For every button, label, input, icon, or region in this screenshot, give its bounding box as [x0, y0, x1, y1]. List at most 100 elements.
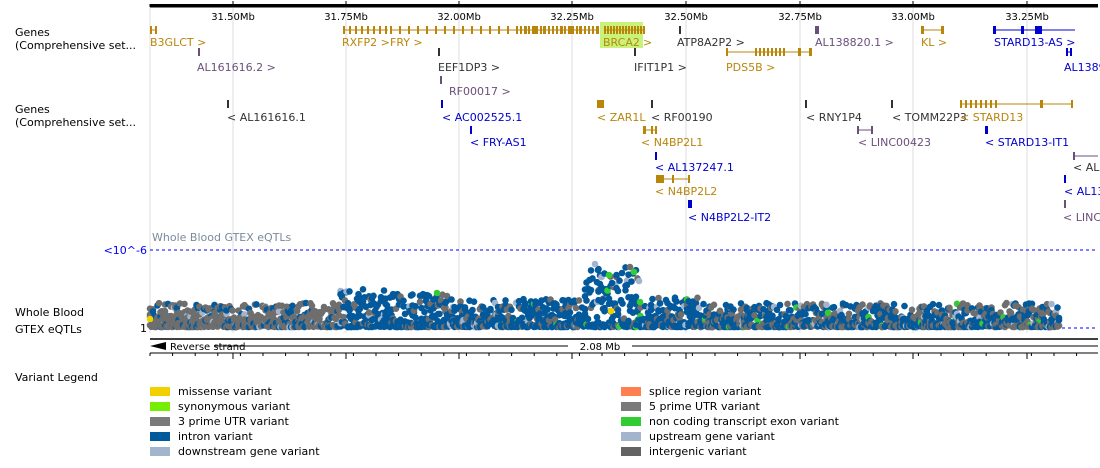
legend-label: synonymous variant — [178, 399, 290, 413]
gene-exon — [1071, 100, 1073, 108]
eqtl-variant — [289, 302, 296, 310]
gene-label: RF00017 > — [449, 85, 511, 98]
eqtl-variant — [587, 286, 595, 294]
eqtl-variant — [635, 277, 643, 285]
axis-tick-label: 33.25Mb — [1005, 12, 1049, 23]
gene-exon — [651, 100, 653, 108]
gene-exon — [227, 100, 229, 108]
gene-exon — [651, 126, 653, 134]
gene-model — [470, 126, 472, 134]
track-label-line2: GTEX eQTLs — [15, 323, 82, 336]
gene-exon — [619, 26, 621, 34]
gene-exon — [688, 200, 692, 208]
gene-exon — [985, 100, 987, 108]
gene-exon — [655, 152, 657, 160]
legend-label: intergenic variant — [649, 444, 747, 458]
gene-exon — [755, 48, 757, 56]
gene-model — [343, 26, 388, 34]
gene-exon — [634, 48, 636, 56]
eqtl-variant — [935, 301, 943, 309]
gene-model — [438, 48, 440, 56]
genome-track-canvas[interactable]: 31.50Mb 31.75Mb 32.00Mb 32.25Mb 32.50Mb 32.75… — [0, 0, 1100, 360]
legend-label: non coding transcript exon variant — [649, 414, 839, 428]
gene-exon — [604, 26, 606, 34]
axis-tick-label: 31.50Mb — [211, 12, 255, 23]
eqtl-variant — [601, 307, 608, 315]
legend-swatch — [621, 401, 641, 411]
gene-exon — [941, 26, 944, 34]
threshold-label: <10^-6 — [104, 244, 147, 257]
gene-exon — [1064, 200, 1066, 208]
eqtl-variant — [425, 292, 433, 300]
gene-exon — [576, 26, 578, 34]
gene-exon — [570, 26, 572, 34]
gene-model — [655, 152, 657, 160]
gene-exon — [805, 100, 807, 108]
gene-label: < AC002525.1 — [442, 111, 522, 124]
eqtl-variant — [596, 280, 604, 288]
eqtl-variant — [380, 287, 388, 294]
eqtl-variant — [370, 292, 377, 300]
legend-item: 3 prime UTR variant — [150, 414, 289, 428]
eqtl-variant — [730, 306, 737, 313]
gene-exon — [1066, 48, 1068, 56]
eqtl-variant — [859, 301, 866, 308]
gene-exon — [532, 26, 534, 34]
legend-label: missense variant — [178, 384, 272, 398]
eqtl-variant — [628, 278, 635, 285]
eqtl-variant — [599, 296, 607, 303]
gene-model — [1066, 48, 1072, 56]
legend-swatch — [150, 416, 170, 426]
axis-bar — [150, 4, 1098, 7]
gene-model — [679, 26, 681, 34]
gene-exon — [688, 175, 690, 183]
gene-model — [960, 100, 1073, 108]
eqtl-variant — [776, 301, 784, 309]
gene-exon — [726, 48, 728, 56]
gene-exon — [775, 48, 777, 56]
eqtl-variant — [608, 279, 616, 287]
eqtl-variant — [253, 301, 260, 308]
legend-label: downstream gene variant — [178, 444, 320, 458]
eqtl-variant — [636, 298, 644, 306]
eqtl-variant — [1055, 322, 1063, 330]
gene-label: AL1389 — [1064, 61, 1100, 74]
eqtl-variant — [901, 302, 908, 310]
legend-label: splice region variant — [649, 384, 762, 398]
gene-exon — [622, 26, 624, 34]
gene-label: KL > — [921, 36, 947, 49]
gene-exon — [990, 100, 992, 108]
gridlines — [149, 8, 1028, 333]
eqtl-variant — [593, 313, 601, 321]
eqtl-variant — [229, 307, 236, 314]
eqtl-variant — [760, 306, 767, 313]
track-label-eqtl: Whole Blood GTEX eQTLs — [15, 304, 84, 338]
gene-exon — [552, 26, 554, 34]
gene-models — [150, 22, 1098, 208]
gene-exon — [809, 48, 812, 56]
gene-exon — [597, 100, 604, 108]
gene-label: < TOMM22P3 — [892, 111, 967, 124]
gene-exon — [489, 26, 491, 34]
eqtl-variant — [589, 275, 596, 282]
gene-exon — [462, 26, 464, 34]
eqtl-variant — [929, 300, 937, 308]
gene-exon — [655, 126, 657, 134]
eqtl-variant — [594, 266, 602, 274]
eqtl-variant — [470, 298, 478, 306]
gene-label: < AL13 — [1064, 185, 1100, 198]
eqtl-variant — [356, 305, 364, 313]
eqtl-variant — [1028, 300, 1036, 308]
eqtl-variant — [997, 309, 1004, 316]
gene-exon — [349, 26, 351, 34]
eqtl-variant — [773, 306, 781, 314]
gene-model — [604, 26, 645, 34]
gene-exon — [408, 26, 410, 34]
eqtl-variant — [775, 316, 782, 323]
eqtl-variant — [572, 304, 580, 312]
gene-exon — [1064, 175, 1066, 183]
gene-exon — [980, 100, 982, 108]
eqtl-variant — [737, 300, 745, 307]
legend-swatch — [621, 431, 641, 441]
eqtl-variant — [614, 310, 622, 318]
